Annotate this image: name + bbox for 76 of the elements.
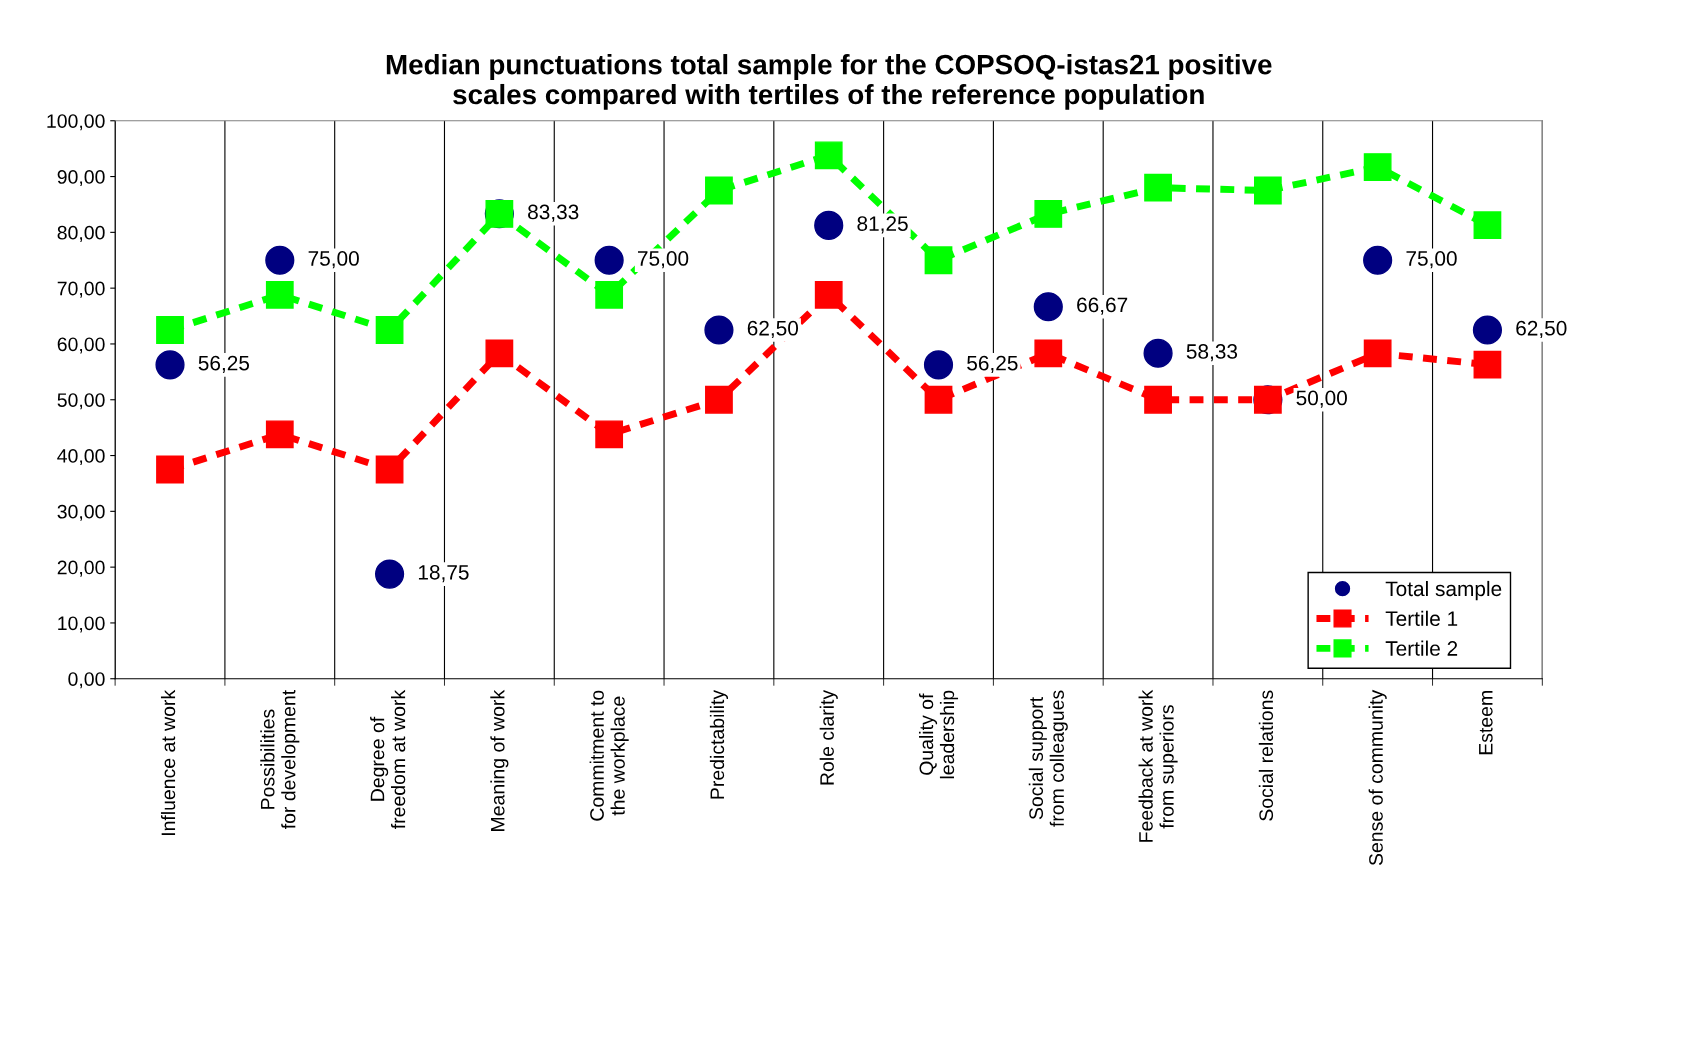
point xyxy=(375,316,404,344)
x-tick-label: Quality of leadership xyxy=(918,690,959,779)
x-tick-label: Sense of community xyxy=(1368,689,1387,866)
x-tick-label: Predictability xyxy=(709,689,728,799)
data-label: 56,25 xyxy=(967,355,1018,373)
x-tick-label: Degree of freedom at work xyxy=(370,689,406,829)
data-label: 56,25 xyxy=(198,355,250,373)
point xyxy=(1143,338,1173,368)
point xyxy=(814,141,843,170)
point xyxy=(705,176,733,205)
y-tick-label: 50,00 xyxy=(57,393,105,410)
point xyxy=(705,385,733,414)
point xyxy=(1144,173,1172,202)
point xyxy=(265,280,294,309)
point xyxy=(155,350,185,380)
data-label: 62,50 xyxy=(1516,320,1567,339)
point xyxy=(814,280,843,309)
y-tick-label: 20,00 xyxy=(57,560,105,577)
x-tick-label: Esteem xyxy=(1479,691,1493,755)
point xyxy=(1473,350,1502,379)
point xyxy=(156,316,184,344)
point xyxy=(924,246,953,275)
x-tick-label: Role clarity xyxy=(819,689,838,785)
point xyxy=(1473,211,1502,239)
x-tick-label: Commitment to the workplace xyxy=(589,690,629,821)
x-tick-label: Meaning of work xyxy=(490,689,509,831)
point xyxy=(375,559,405,589)
x-tick-label: Possibilities for development xyxy=(260,689,300,829)
point xyxy=(1363,153,1392,181)
x-tick-label: Feedback at work from superiors xyxy=(1138,689,1178,842)
y-tick-label: 70,00 xyxy=(57,281,105,298)
y-tick-label: 30,00 xyxy=(57,504,105,521)
data-label: 62,50 xyxy=(747,320,799,339)
data-label: 18,75 xyxy=(418,564,469,583)
y-tick-label: 60,00 xyxy=(57,337,105,354)
y-tick-label: 0,00 xyxy=(68,672,105,689)
point xyxy=(265,420,294,449)
point xyxy=(924,385,953,414)
point xyxy=(156,455,184,484)
point xyxy=(1034,339,1063,368)
data-label: 66,67 xyxy=(1077,297,1128,315)
point xyxy=(375,455,404,484)
data-label: 83,33 xyxy=(528,204,579,222)
data-label: 75,00 xyxy=(638,251,689,269)
point xyxy=(1363,339,1392,368)
point xyxy=(595,280,624,309)
point xyxy=(1034,200,1063,228)
x-tick-label: Social support from colleagues xyxy=(1028,690,1068,827)
y-tick-label: 40,00 xyxy=(57,449,105,466)
x-tick-label: Influence at work xyxy=(160,689,176,836)
data-label: 58,33 xyxy=(1186,344,1238,362)
point xyxy=(1144,385,1172,414)
y-tick-label: 10,00 xyxy=(58,616,105,633)
y-tick-label: 100,00 xyxy=(47,114,105,131)
point xyxy=(485,339,514,368)
data-label: 75,00 xyxy=(308,251,359,269)
point xyxy=(1253,176,1282,205)
y-tick-label: 80,00 xyxy=(57,225,105,242)
data-label: 81,25 xyxy=(857,216,908,234)
point xyxy=(704,315,734,345)
data-label: 75,00 xyxy=(1406,251,1457,269)
point xyxy=(1363,245,1393,275)
point xyxy=(1033,292,1063,322)
data-label: 50,00 xyxy=(1296,390,1347,408)
legend-label: Total sample xyxy=(1385,580,1502,601)
x-tick-label: Social relations xyxy=(1258,690,1274,821)
legend-label: Tertile 2 xyxy=(1385,640,1458,656)
chart-title: Median punctuations total sample for the COPSOQ-istas21 positive scales compared with tertiles of the reference population xyxy=(386,54,1272,110)
point xyxy=(595,420,624,449)
point xyxy=(265,245,295,275)
y-tick-label: 90,00 xyxy=(57,170,105,187)
legend-label: Tertile 1 xyxy=(1385,610,1458,627)
point xyxy=(1472,315,1503,345)
point xyxy=(594,245,624,275)
point xyxy=(814,210,844,240)
point xyxy=(923,350,954,380)
